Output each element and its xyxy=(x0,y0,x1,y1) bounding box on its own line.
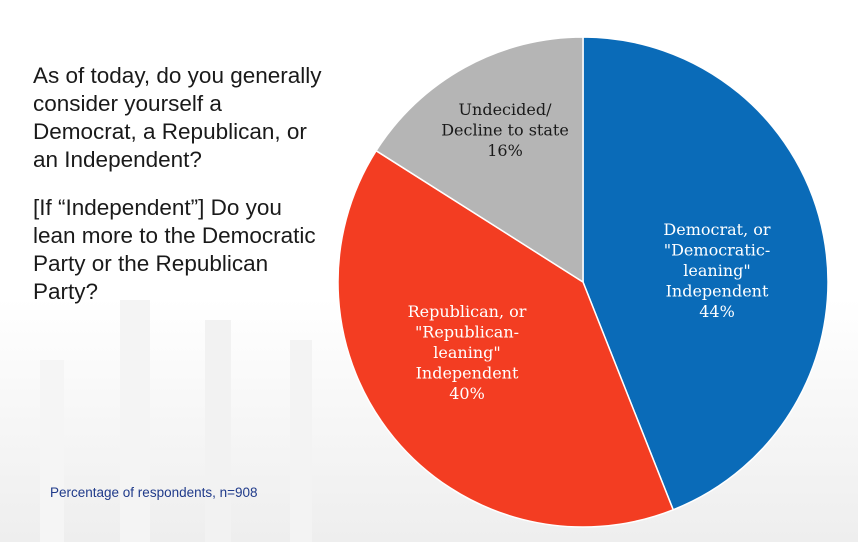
question-text: As of today, do you generally consider y… xyxy=(33,62,323,326)
pie-slice-label-3: Undecided/Decline to state 16% xyxy=(441,100,569,160)
pie-slice-label-line: Independent xyxy=(416,364,519,383)
pie-slice-label-line: Independent xyxy=(666,282,769,301)
pie-slice-label-line: 16% xyxy=(487,141,523,160)
pie-slice-label-line: leaning" xyxy=(433,343,500,362)
pie-slice-label-line: Undecided/ xyxy=(459,100,553,119)
pie-slice-label-line: Republican, or xyxy=(408,302,527,321)
pie-slice-label-line: 44% xyxy=(699,302,735,321)
pie-slice-label-line: Democrat, or xyxy=(663,220,770,239)
pie-slice-label-line: "Democratic- xyxy=(664,241,771,260)
pie-slice-label-line: Decline to state xyxy=(441,121,569,140)
footnote: Percentage of respondents, n=908 xyxy=(50,485,258,500)
pie-slice-1 xyxy=(582,36,829,511)
pie-slice-3 xyxy=(375,36,584,284)
pie-labels: Democrat, or "Democratic-leaning" Independ… xyxy=(408,100,771,403)
pie-slice-label-2: Republican, or "Republican-leaning" Indepe… xyxy=(408,302,527,403)
question-main: As of today, do you generally consider y… xyxy=(33,63,322,172)
pie-slice-2 xyxy=(337,149,675,528)
pie-slice-label-line: 40% xyxy=(449,384,485,403)
pie-slice-label-1: Democrat, or "Democratic-leaning" Independ… xyxy=(663,220,770,321)
question-followup: [If “Independent”] Do you lean more to t… xyxy=(33,195,316,304)
pie-slice-label-line: leaning" xyxy=(683,261,750,280)
pie-slices xyxy=(337,36,829,528)
pie-slice-label-line: "Republican- xyxy=(415,323,519,342)
